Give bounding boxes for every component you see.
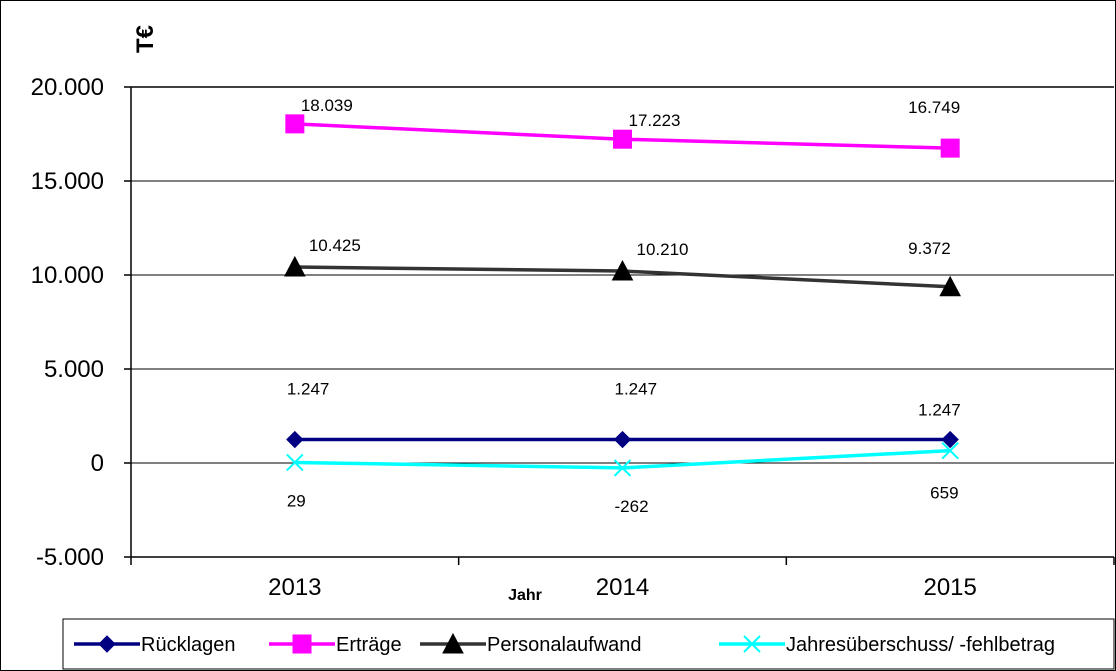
- x-tick-label: 2014: [596, 574, 649, 601]
- y-tick-label: 10.000: [31, 262, 104, 289]
- data-label: 659: [930, 484, 958, 503]
- data-label: 29: [287, 491, 306, 510]
- data-point-personalaufwand: [284, 255, 306, 277]
- data-point-r-cklagen: [286, 430, 304, 449]
- data-label: 18.039: [301, 96, 353, 115]
- y-tick-label: 20.000: [31, 74, 104, 101]
- y-tick-label: -5.000: [36, 544, 104, 571]
- y-axis-title: T€: [132, 25, 159, 53]
- data-point-ertr-ge: [285, 114, 305, 134]
- data-point-jahres-berschuss-fehlbetrag: [613, 459, 632, 477]
- data-point-jahres-berschuss-fehlbetrag: [286, 453, 304, 472]
- data-label: 1.247: [287, 380, 330, 399]
- data-label: 10.210: [637, 240, 689, 259]
- x-tick-label: 2013: [268, 574, 321, 601]
- data-label: 10.425: [309, 236, 361, 255]
- y-tick-label: 5.000: [44, 356, 104, 383]
- y-tick-label: 0: [91, 450, 104, 477]
- legend-label-personalaufwand: Personalaufwand: [487, 634, 642, 656]
- data-point-r-cklagen: [941, 430, 959, 449]
- data-point-personalaufwand: [939, 275, 961, 297]
- legend-box: [62, 618, 1115, 670]
- legend-label-ertr-ge: Erträge: [336, 634, 402, 656]
- x-tick-label: 2015: [923, 574, 976, 601]
- data-label: -262: [615, 497, 649, 516]
- data-label: 1.247: [918, 401, 961, 420]
- data-point-ertr-ge: [613, 129, 632, 149]
- legend-marker-jahres-berschuss-fehlbetrag: [743, 635, 761, 653]
- legend-marker-ertr-ge: [292, 634, 312, 654]
- data-label: 9.372: [908, 239, 951, 258]
- series-line-jahres-berschuss-fehlbetrag: [294, 448, 951, 470]
- y-tick-label: 15.000: [31, 168, 104, 195]
- data-label: 1.247: [615, 380, 658, 399]
- data-label: 17.223: [629, 111, 681, 130]
- data-label: 16.749: [908, 98, 960, 117]
- data-point-jahres-berschuss-fehlbetrag: [941, 441, 959, 460]
- legend-marker-personalaufwand: [442, 632, 464, 654]
- data-point-ertr-ge: [940, 138, 960, 158]
- legend-label-r-cklagen: Rücklagen: [141, 634, 236, 656]
- x-axis-title: Jahr: [508, 587, 542, 604]
- data-point-personalaufwand: [611, 259, 634, 281]
- legend-label-jahres-berschuss-fehlbetrag: Jahresüberschuss/ -fehlbetrag: [786, 634, 1055, 656]
- data-point-r-cklagen: [613, 430, 632, 449]
- legend-marker-r-cklagen: [98, 635, 116, 653]
